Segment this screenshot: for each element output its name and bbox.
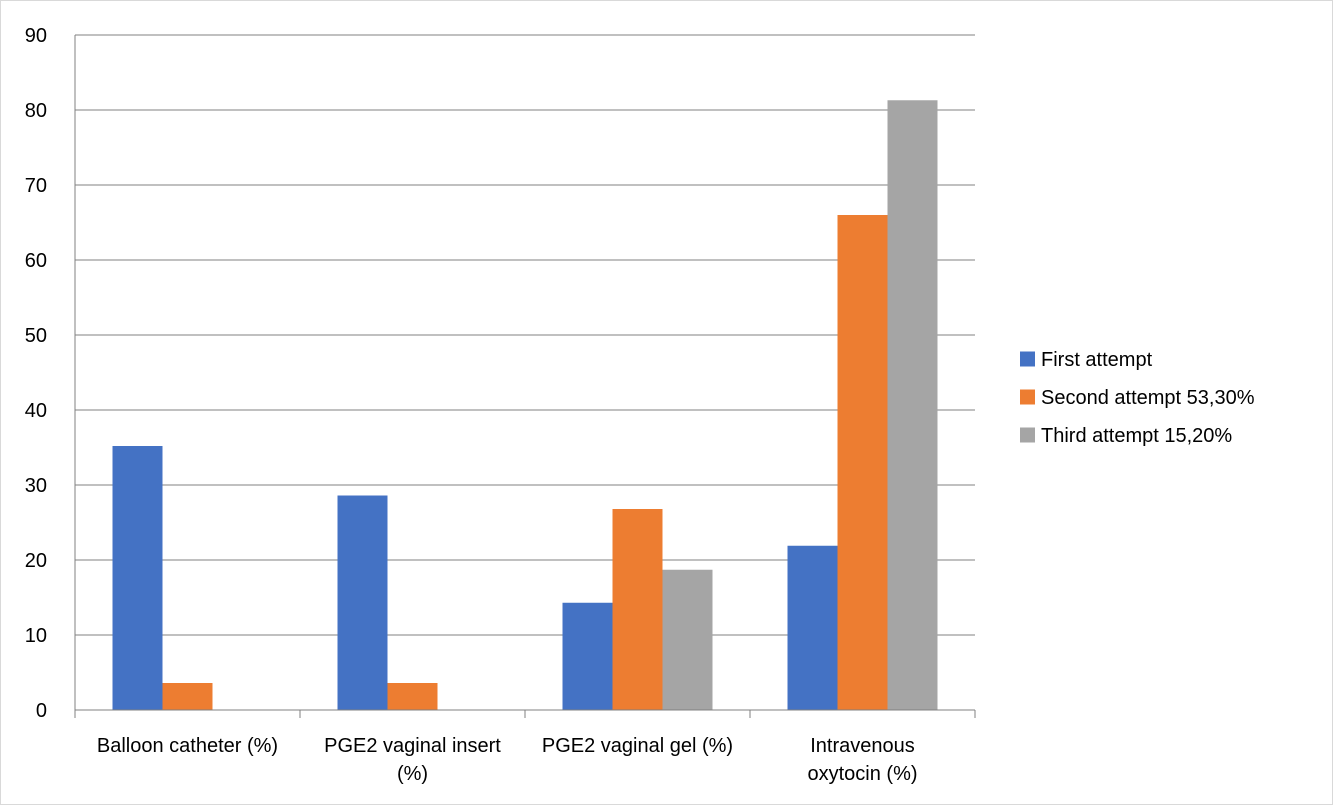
x-axis-category-labels: Balloon catheter (%) PGE2 vaginal insert (… <box>97 735 918 785</box>
bar-1-4 <box>787 545 838 710</box>
legend-label: First attempt <box>1041 349 1153 371</box>
bar-2-3 <box>612 509 663 710</box>
bar-2-4 <box>837 215 888 710</box>
x-category-label: PGE2 vaginal gel (%) <box>542 735 733 757</box>
y-tick-label: 80 <box>25 100 47 122</box>
legend-swatch <box>1020 427 1035 443</box>
x-category-label-line: Intravenous <box>810 735 915 757</box>
x-category-label-line: PGE2 vaginal insert <box>324 735 501 757</box>
x-category-label: Balloon catheter (%) <box>97 735 278 757</box>
x-category-label: PGE2 vaginal insert (%) <box>324 735 501 785</box>
x-category-label-line: oxytocin (%) <box>807 763 917 785</box>
x-category-label-line: Balloon catheter (%) <box>97 735 278 757</box>
legend-swatch <box>1020 389 1035 405</box>
bar-3-4 <box>887 100 938 710</box>
bar-2-2 <box>387 683 438 710</box>
y-tick-label: 30 <box>25 475 47 497</box>
x-category-label-line: PGE2 vaginal gel (%) <box>542 735 733 757</box>
y-tick-label: 0 <box>36 700 47 722</box>
y-tick-label: 70 <box>25 175 47 197</box>
bar-1-1 <box>112 446 163 710</box>
legend-swatch <box>1020 351 1035 367</box>
y-tick-label: 90 <box>25 25 47 47</box>
bar-3-3 <box>662 569 713 710</box>
legend-label: Second attempt 53,30% <box>1041 387 1255 409</box>
y-tick-label: 20 <box>25 550 47 572</box>
x-category-label: Intravenous oxytocin (%) <box>807 735 917 785</box>
y-axis-tick-labels: 0 10 20 30 40 50 60 70 80 90 <box>25 25 47 722</box>
legend-label: Third attempt 15,20% <box>1041 425 1232 447</box>
bar-1-2 <box>337 495 388 710</box>
bars <box>112 100 938 710</box>
legend: First attempt Second attempt 53,30% Third … <box>1020 349 1255 447</box>
y-tick-label: 40 <box>25 400 47 422</box>
axes <box>74 35 976 718</box>
y-tick-label: 50 <box>25 325 47 347</box>
x-category-label-line: (%) <box>397 763 428 785</box>
bar-2-1 <box>162 683 213 710</box>
bar-1-3 <box>562 602 613 710</box>
y-tick-label: 60 <box>25 250 47 272</box>
y-tick-label: 10 <box>25 625 47 647</box>
